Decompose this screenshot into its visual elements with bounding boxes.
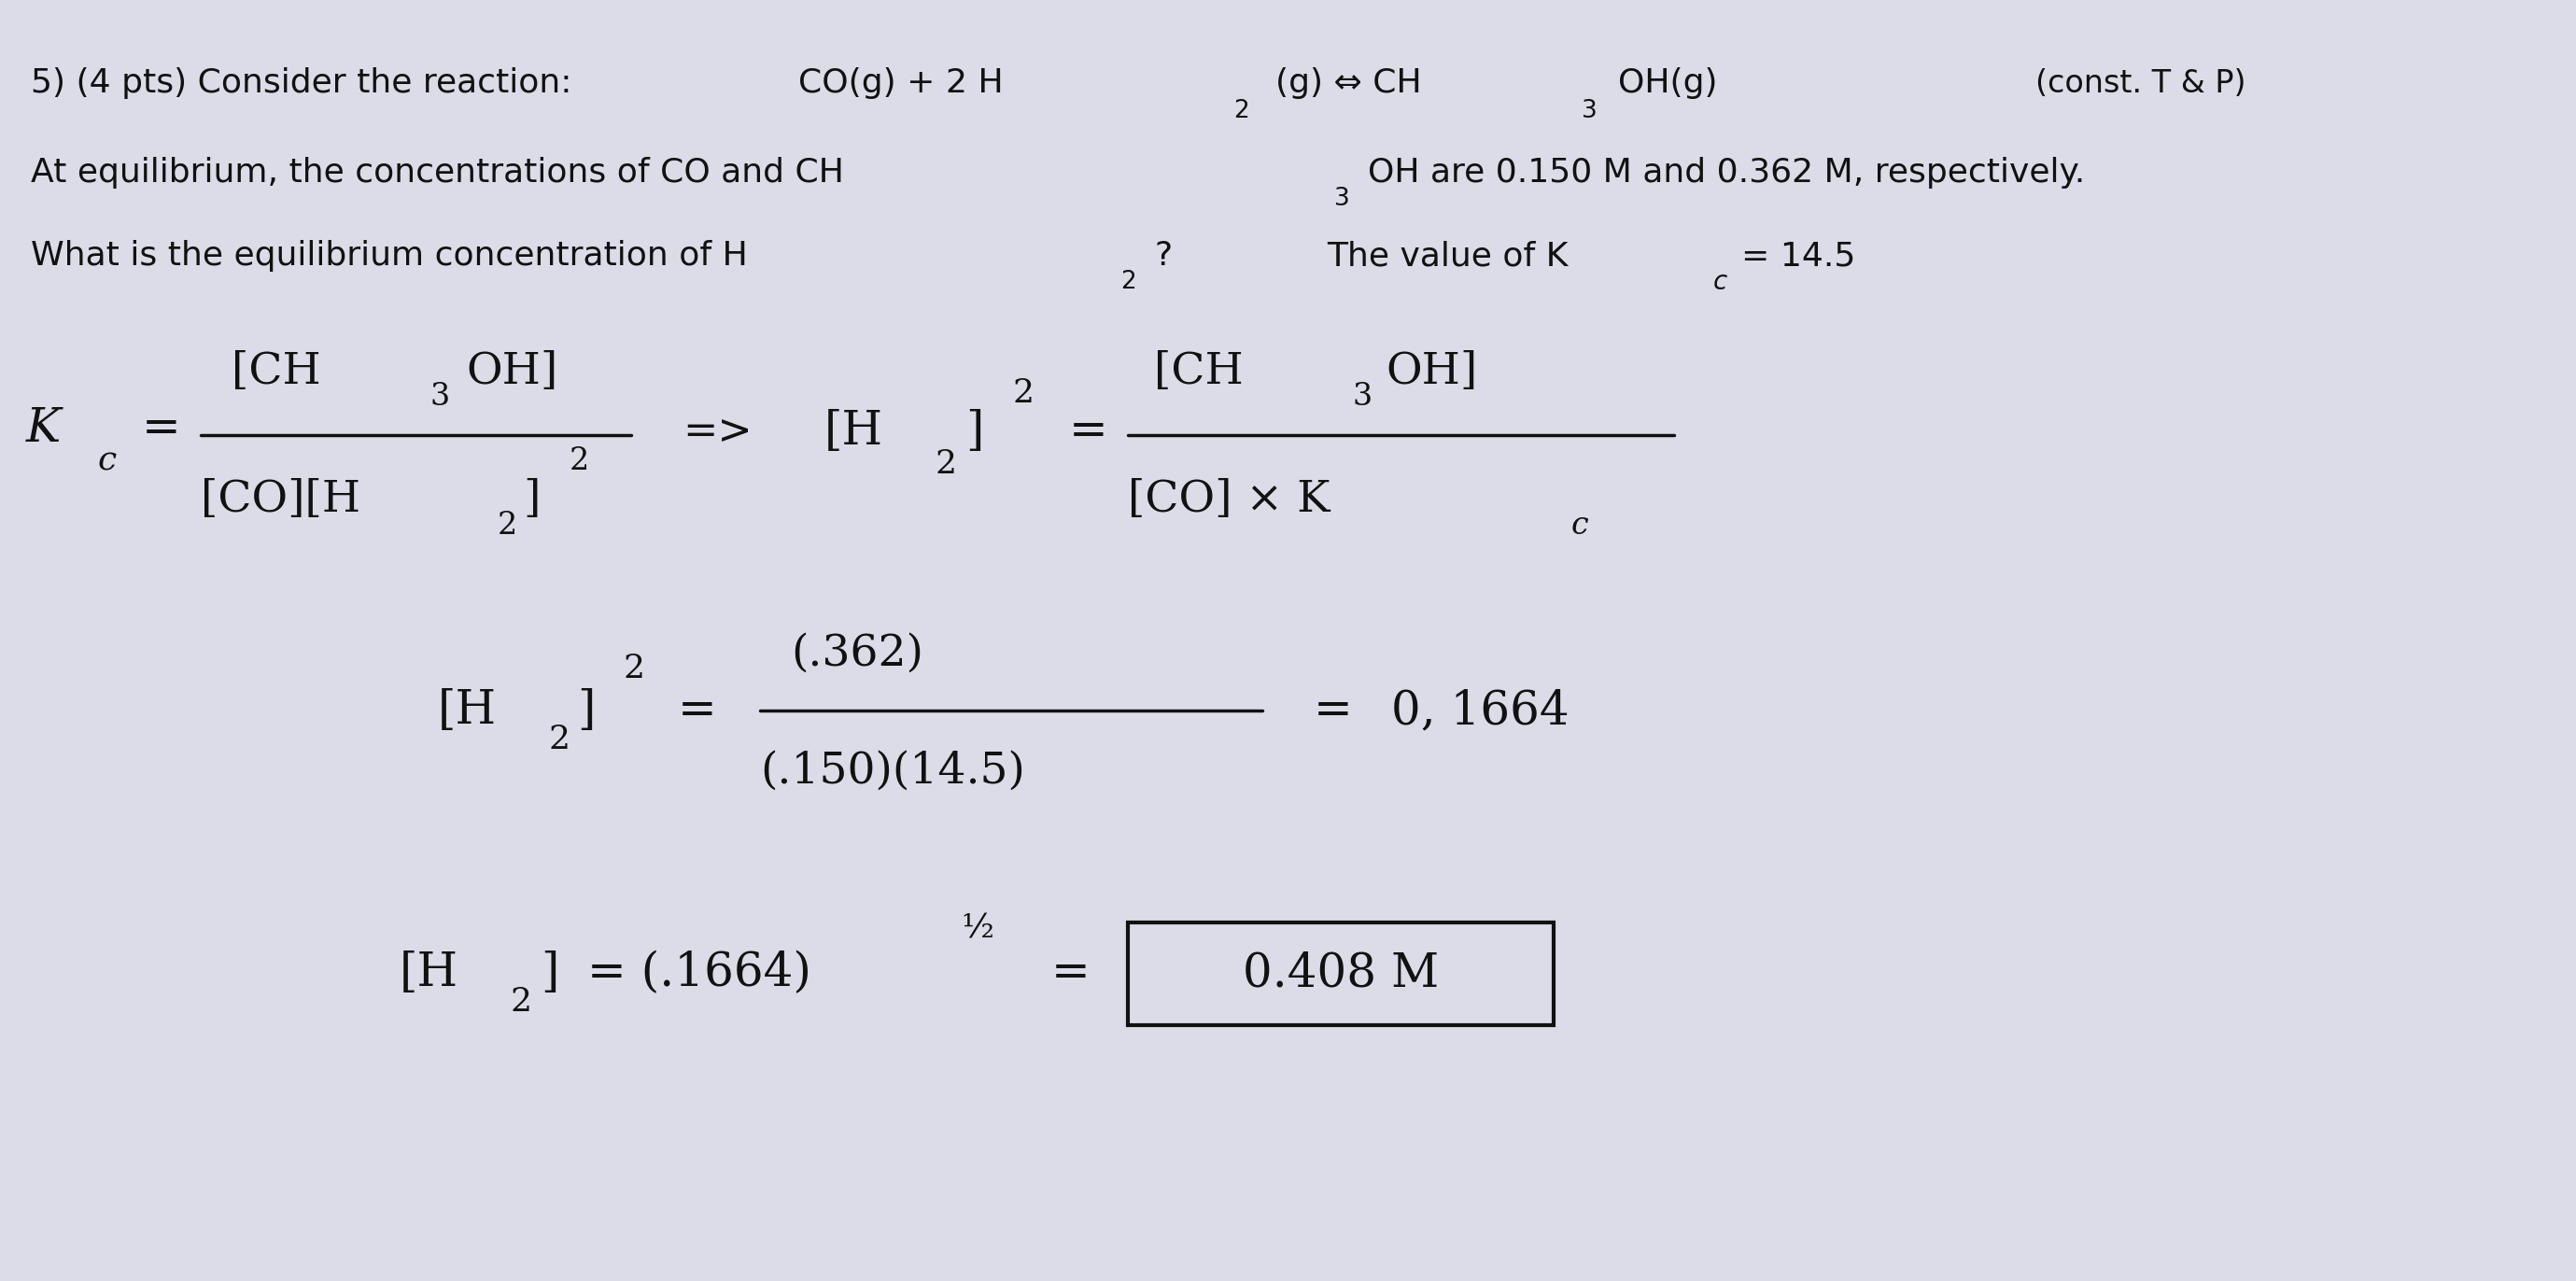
Text: 2: 2 <box>497 510 518 541</box>
Text: 2: 2 <box>549 724 569 755</box>
Text: =: = <box>142 406 180 452</box>
Text: [H: [H <box>399 951 459 997</box>
Bar <box>1128 922 1553 1025</box>
Text: =: = <box>677 688 716 734</box>
Text: 2: 2 <box>510 986 531 1017</box>
Text: 3: 3 <box>1334 187 1350 210</box>
Text: [CH: [CH <box>232 351 322 392</box>
Text: [CH: [CH <box>1154 351 1244 392</box>
Text: 3: 3 <box>1352 382 1373 412</box>
Text: =: = <box>1051 951 1090 997</box>
Text: 0, 1664: 0, 1664 <box>1391 688 1569 734</box>
Text: (.362): (.362) <box>791 633 922 674</box>
Text: = 14.5: = 14.5 <box>1741 241 1855 272</box>
Text: K: K <box>26 406 62 452</box>
Text: 3: 3 <box>430 382 451 412</box>
Text: 0.408 M: 0.408 M <box>1242 951 1440 997</box>
Text: [CO] × K: [CO] × K <box>1128 479 1329 520</box>
Text: CO(g) + 2 H: CO(g) + 2 H <box>799 68 1005 99</box>
Text: (const. T & P): (const. T & P) <box>2035 68 2246 99</box>
Text: 2: 2 <box>1234 100 1249 123</box>
Text: 2: 2 <box>569 446 590 477</box>
Text: =: = <box>1069 409 1108 455</box>
Text: 5) (4 pts) Consider the reaction:: 5) (4 pts) Consider the reaction: <box>31 68 572 99</box>
Text: OH]: OH] <box>466 351 559 392</box>
Text: = (.1664): = (.1664) <box>587 951 811 997</box>
Text: ]: ] <box>577 688 595 734</box>
Text: OH are 0.150 M and 0.362 M, respectively.: OH are 0.150 M and 0.362 M, respectively… <box>1368 158 2084 188</box>
Text: ?: ? <box>1154 241 1172 272</box>
Text: c: c <box>1571 510 1589 541</box>
Text: The value of K: The value of K <box>1327 241 1569 272</box>
Text: c: c <box>1713 269 1728 295</box>
Text: 2: 2 <box>1121 270 1136 293</box>
Text: OH(g): OH(g) <box>1618 68 1718 99</box>
Text: OH]: OH] <box>1386 351 1479 392</box>
Text: 3: 3 <box>1582 100 1597 123</box>
Text: [CO][H: [CO][H <box>201 479 361 520</box>
Text: ]: ] <box>966 409 984 455</box>
Text: At equilibrium, the concentrations of CO and CH: At equilibrium, the concentrations of CO… <box>31 158 845 188</box>
Text: [H: [H <box>438 688 497 734</box>
Text: [H: [H <box>824 409 884 455</box>
Text: =: = <box>1314 688 1352 734</box>
Text: ]: ] <box>541 951 559 997</box>
Text: =>: => <box>683 411 752 452</box>
Text: 2: 2 <box>623 653 644 684</box>
Text: ½: ½ <box>961 913 994 944</box>
Text: (g) ⇔ CH: (g) ⇔ CH <box>1275 68 1422 99</box>
Text: (.150)(14.5): (.150)(14.5) <box>760 751 1025 792</box>
Text: 2: 2 <box>935 448 956 479</box>
Text: What is the equilibrium concentration of H: What is the equilibrium concentration of… <box>31 241 747 272</box>
Text: ]: ] <box>523 479 541 520</box>
Text: c: c <box>98 446 116 477</box>
Text: 2: 2 <box>1012 378 1033 409</box>
